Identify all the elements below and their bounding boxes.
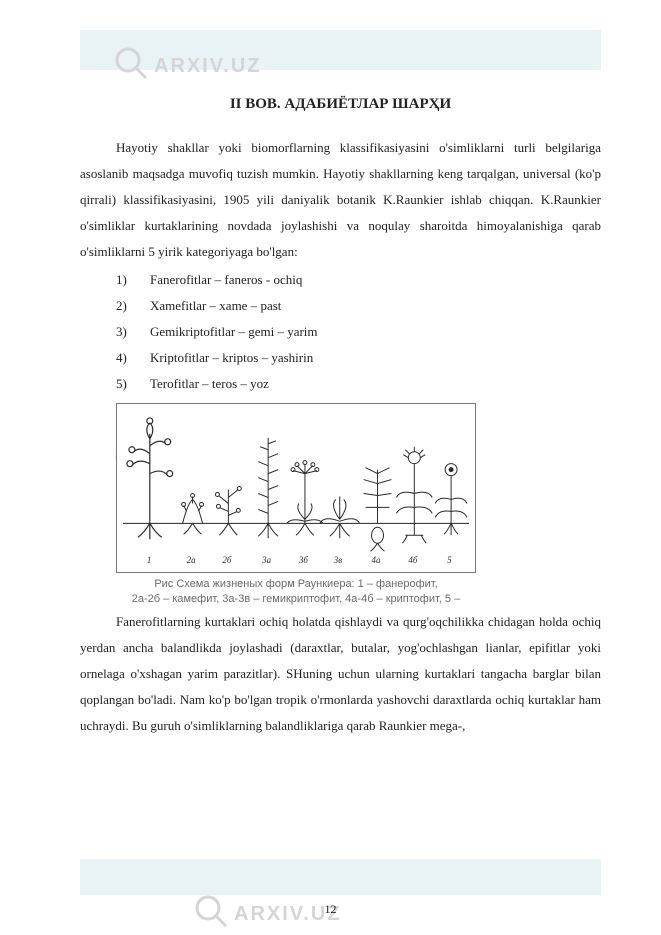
plant-2a (182, 493, 204, 534)
list-text: Gemikriptofitlar – gemi – yarim (150, 324, 318, 339)
plant-3b (287, 461, 323, 536)
svg-text:4а: 4а (372, 555, 381, 565)
plant-1 (127, 418, 173, 539)
list-item: 3)Gemikriptofitlar – gemi – yarim (80, 319, 601, 345)
list-num: 3) (116, 319, 150, 345)
list-text: Terofitlar – teros – yoz (150, 376, 269, 391)
figure-frame: 1 2а 2б 3а 3б 3в 4а 4б 5 (116, 403, 476, 573)
content-area: II BOB. АДАБИЁТЛАР ШАРҲИ Hayotiy shaklla… (80, 30, 601, 739)
list-item: 1)Fanerofitlar – faneros - ochiq (80, 267, 601, 293)
figure-svg: 1 2а 2б 3а 3б 3в 4а 4б 5 (117, 404, 475, 573)
svg-text:4б: 4б (408, 555, 417, 565)
list-text: Xamefitlar – xame – past (150, 298, 281, 313)
list-num: 5) (116, 371, 150, 397)
figure-caption: Рис Схема жизненых форм Раункиера: 1 – ф… (116, 577, 476, 607)
raunkiaer-figure: 1 2а 2б 3а 3б 3в 4а 4б 5 Рис Схема жизне… (116, 403, 476, 607)
page-number: 12 (0, 902, 661, 917)
svg-text:5: 5 (447, 555, 452, 565)
section-title: II BOB. АДАБИЁТЛАР ШАРҲИ (80, 96, 601, 113)
paragraph-2: Fanerofitlarning kurtaklari ochiq holatd… (80, 609, 601, 739)
plant-4b (396, 447, 432, 543)
plant-5 (435, 464, 467, 536)
plant-3v (320, 496, 360, 538)
svg-text:2а: 2а (187, 555, 196, 565)
paragraph-1: Hayotiy shakllar yoki biomorflarning kla… (80, 135, 601, 265)
figure-caption-line2: 2а-2б – камефит, 3а-3в – гемикриптофит, … (132, 593, 460, 605)
svg-text:1: 1 (147, 555, 151, 565)
list-item: 2)Xamefitlar – xame – past (80, 293, 601, 319)
plant-2b (215, 487, 241, 536)
plant-4a (364, 468, 392, 552)
list-num: 4) (116, 345, 150, 371)
list-item: 5)Terofitlar – teros – yoz (80, 371, 601, 397)
svg-text:3б: 3б (298, 555, 308, 565)
bottom-band (80, 859, 601, 895)
page: ARXIV.UZ ARXIV.UZ ARXIV.UZ II BOB. АДАБИ… (0, 0, 661, 935)
list-text: Fanerofitlar – faneros - ochiq (150, 272, 302, 287)
svg-text:3в: 3в (333, 555, 342, 565)
list-num: 1) (116, 267, 150, 293)
list-item: 4)Kriptofitlar – kriptos – yashirin (80, 345, 601, 371)
figure-caption-line1: Рис Схема жизненых форм Раункиера: 1 – ф… (154, 578, 437, 590)
svg-text:3а: 3а (261, 555, 271, 565)
list-num: 2) (116, 293, 150, 319)
svg-text:2б: 2б (222, 555, 231, 565)
life-forms-list: 1)Fanerofitlar – faneros - ochiq 2)Xamef… (80, 267, 601, 397)
list-text: Kriptofitlar – kriptos – yashirin (150, 350, 313, 365)
